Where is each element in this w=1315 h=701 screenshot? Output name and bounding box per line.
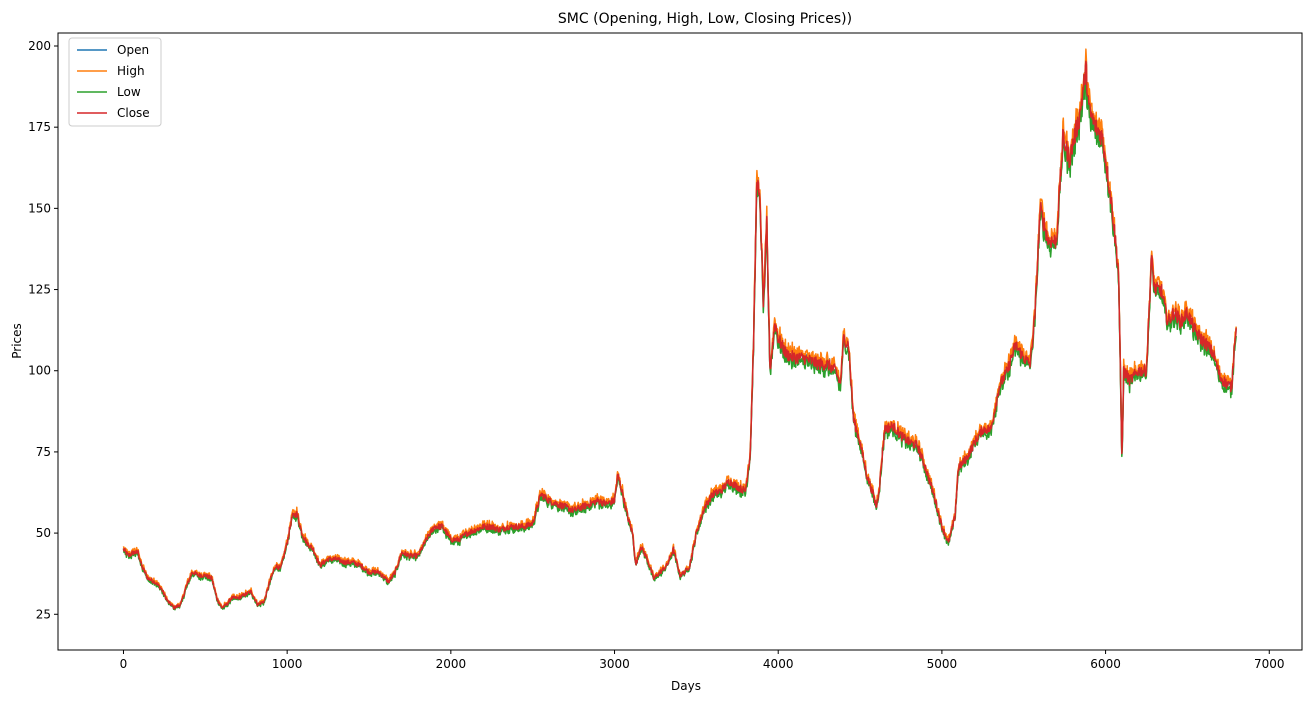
- x-axis-label: Days: [671, 679, 701, 693]
- legend-box: [68, 37, 162, 127]
- y-axis-label: Prices: [10, 323, 24, 359]
- legend: Open High Low Close: [68, 37, 162, 127]
- x-tick-label: 5000: [927, 657, 958, 671]
- x-tick-label: 1000: [272, 657, 303, 671]
- y-tick-label: 100: [28, 364, 51, 378]
- y-tick-label: 125: [28, 283, 51, 297]
- y-tick-label: 150: [28, 201, 51, 215]
- legend-label-close: Close: [117, 106, 150, 120]
- x-tick-label: 3000: [599, 657, 630, 671]
- chart-title: SMC (Opening, High, Low, Closing Prices)…: [558, 11, 852, 27]
- y-axis: 25 50 75 100 125 150 175 200: [28, 39, 58, 621]
- legend-label-low: Low: [117, 85, 141, 99]
- x-tick-label: 2000: [436, 657, 467, 671]
- x-axis: 0 1000 2000 3000 4000 5000 6000 7000: [120, 650, 1285, 671]
- y-tick-label: 50: [36, 526, 51, 540]
- x-tick-label: 0: [120, 657, 128, 671]
- plot-series: [122, 48, 1237, 611]
- x-tick-label: 7000: [1254, 657, 1285, 671]
- y-tick-label: 200: [28, 39, 51, 53]
- legend-label-high: High: [117, 64, 145, 78]
- y-tick-label: 75: [36, 445, 51, 459]
- x-tick-label: 4000: [763, 657, 794, 671]
- plot-frame: [57, 32, 1303, 651]
- legend-label-open: Open: [117, 43, 149, 57]
- y-tick-label: 175: [28, 120, 51, 134]
- series-line-close: [122, 60, 1237, 610]
- y-tick-label: 25: [36, 607, 51, 621]
- x-tick-label: 6000: [1090, 657, 1121, 671]
